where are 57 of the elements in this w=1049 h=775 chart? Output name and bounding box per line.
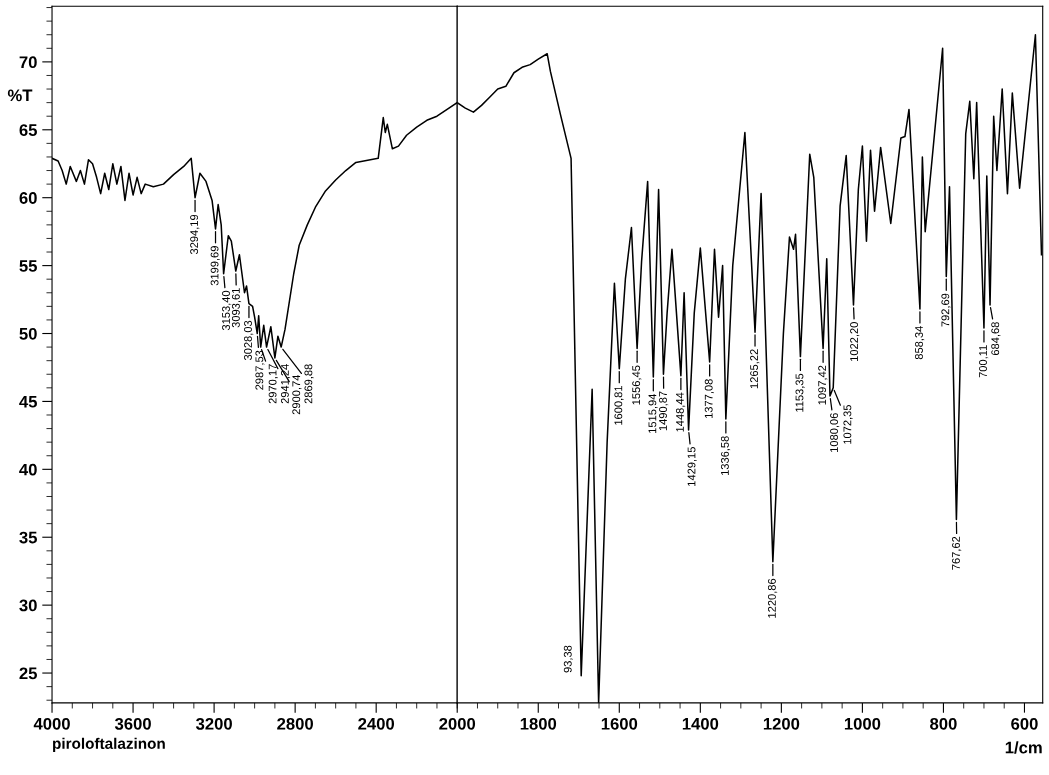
annotation: 1080,06 <box>830 413 840 452</box>
y-tick-label: 25 <box>19 667 37 680</box>
annotation: 1515,94 <box>648 393 658 433</box>
annotation: 1429,15 <box>687 447 697 486</box>
annotation: 1153,35 <box>795 373 805 412</box>
y-tick-label: 40 <box>19 463 37 476</box>
annotation: 2941,24 <box>280 364 291 404</box>
annotation: 2970,17 <box>268 364 278 404</box>
annotation: 3093,61 <box>231 288 242 328</box>
y-tick-label: 70 <box>19 56 37 69</box>
text: piroloftalazinon <box>53 737 165 752</box>
annotation: 3294,19 <box>190 214 200 255</box>
x-tick-label: 2800 <box>277 717 313 730</box>
annotation: 3199,69 <box>210 246 220 286</box>
x-tick-label: 2000 <box>439 717 476 730</box>
annotation: 2900,74 <box>292 374 302 415</box>
y-tick-label: 50 <box>19 327 37 340</box>
annotation: 1022,20 <box>850 322 860 361</box>
y-tick-label: 45 <box>19 395 37 408</box>
annotation: 1490,87 <box>659 391 669 431</box>
annotation: 2987,53 <box>255 350 265 390</box>
x-tick-label: 3200 <box>195 717 232 730</box>
annotation: 3153,40 <box>222 290 232 331</box>
y-tick-label: 30 <box>19 599 37 612</box>
annotation: 1220,86 <box>767 578 778 618</box>
annotation: 1265,22 <box>750 349 760 389</box>
annotation: 1097,42 <box>818 365 828 405</box>
x-tick-label: 1600 <box>601 717 638 730</box>
annotation: 2869,88 <box>304 364 314 404</box>
annotation: 1336,58 <box>720 436 731 476</box>
annotation: 1377,08 <box>704 379 714 419</box>
x-tick-label: 2400 <box>358 717 395 730</box>
x-tick-label: 1000 <box>844 717 881 730</box>
annotation: 792,69 <box>941 293 951 327</box>
annotation: 1600,81 <box>614 386 624 425</box>
x-tick-label: 600 <box>1011 717 1038 730</box>
annotation: 1072,35 <box>843 404 853 444</box>
x-tick-label: 1200 <box>763 717 800 730</box>
y-tick-label: 60 <box>19 192 37 204</box>
x-axis-title: 1/cm <box>1005 741 1042 754</box>
y-tick-label: 35 <box>19 531 37 544</box>
y-tick-label: 55 <box>19 260 37 272</box>
annotation: 1448,44 <box>675 392 686 432</box>
annotation: 767,62 <box>952 536 962 570</box>
x-tick-label: 800 <box>930 717 957 730</box>
x-tick-label: 3600 <box>114 717 151 730</box>
annotation: 858,34 <box>915 326 925 360</box>
x-tick-label: 1400 <box>682 717 719 730</box>
y-axis-title: %T <box>7 89 33 102</box>
annotation: 1556,45 <box>632 365 642 405</box>
x-tick-label: 4000 <box>33 717 70 730</box>
annotation: 3028,03 <box>244 320 254 361</box>
annotation: 684,68 <box>991 322 1001 356</box>
x-tick-label: 1800 <box>520 717 557 730</box>
annotation: 93,38 <box>563 645 573 673</box>
y-tick-label: 65 <box>19 124 37 136</box>
annotation: 700,11 <box>979 345 989 378</box>
